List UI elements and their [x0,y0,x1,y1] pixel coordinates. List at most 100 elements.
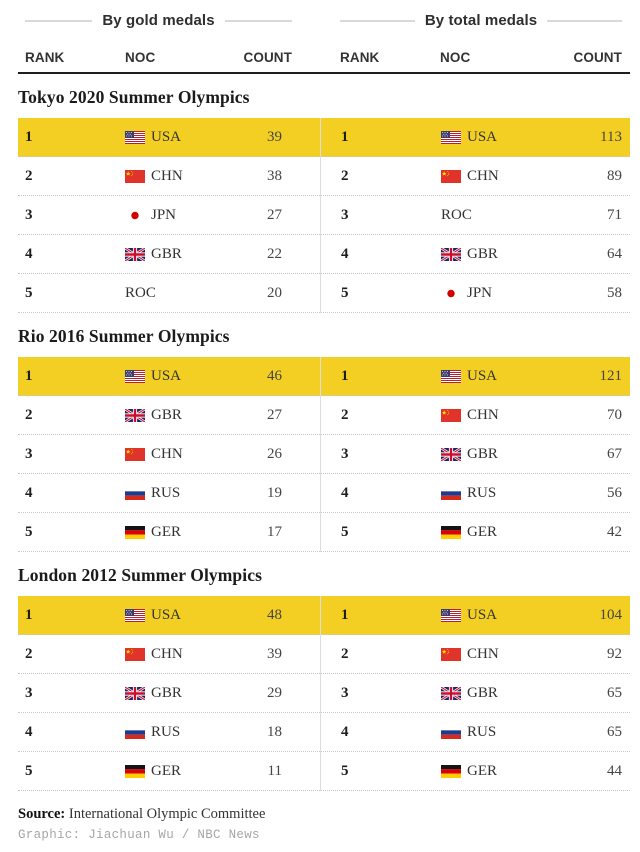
footer: Source: International Olympic Committee … [18,806,630,842]
rank-cell: 3 [25,445,33,462]
count-cell: 22 [267,245,282,262]
noc-cell: GER [125,763,222,780]
noc-cell: RUS [441,485,552,502]
section-rows: 1 USA 39 2 CHN 38 3 JPN 27 4 GBR 22 5 ROC 20 1 USA 113 2 CH… [18,118,630,313]
rank-cell: 1 [341,128,349,145]
rank-cell: 2 [25,645,33,662]
rank-cell: 1 [25,367,33,384]
medal-row: 2 CHN 92 [321,635,630,674]
medal-row: 3 ROC 71 [321,196,630,235]
flag-ger-icon [441,764,461,778]
rank-cell: 2 [25,167,33,184]
section-title: London 2012 Summer Olympics [18,565,263,585]
rank-cell: 5 [25,762,33,779]
rank-cell: 1 [25,606,33,623]
medal-row: 4 RUS 19 [18,474,320,513]
column-header-count: COUNT [573,50,622,65]
medal-row: 4 GBR 22 [18,235,320,274]
count-cell: 92 [607,645,622,662]
noc-code: GER [467,762,497,779]
flag-gbr-icon [125,408,145,422]
count-cell: 67 [607,445,622,462]
noc-cell: CHN [125,446,222,463]
flag-usa-icon [125,608,145,622]
noc-cell: JPN [125,207,222,224]
medal-row: 1 USA 48 [18,596,320,635]
flag-jpn-icon [441,286,461,300]
medal-row: 3 GBR 67 [321,435,630,474]
count-cell: 104 [599,606,623,623]
group-headers: By gold medals By total medals [18,12,630,29]
count-cell: 29 [267,684,282,701]
column-headers-gold: RANK NOC COUNT [18,50,320,65]
rank-cell: 4 [341,245,349,262]
rank-cell: 2 [341,167,349,184]
column-header-noc: NOC [440,50,471,65]
flag-chn-icon [441,169,461,183]
noc-cell: CHN [125,646,222,663]
medal-row: 4 GBR 64 [321,235,630,274]
noc-code: CHN [151,645,183,662]
count-cell: 46 [267,367,282,384]
noc-cell: RUS [441,724,552,741]
flag-ger-icon [125,764,145,778]
rank-cell: 5 [341,284,349,301]
medal-row: 5 GER 11 [18,752,320,791]
noc-code: RUS [467,723,497,740]
noc-code: RUS [467,484,497,501]
noc-code: GBR [151,684,182,701]
flag-rus-icon [125,486,145,500]
noc-code: USA [151,367,182,384]
flag-chn-icon [441,647,461,661]
medal-row: 3 CHN 26 [18,435,320,474]
credit-line: Graphic: Jiachuan Wu / NBC News [18,828,260,842]
noc-code: USA [151,606,182,623]
noc-code: ROC [125,284,156,301]
rank-cell: 3 [341,684,349,701]
medal-row: 2 CHN 70 [321,396,630,435]
noc-cell: CHN [441,407,552,424]
noc-cell: CHN [441,168,552,185]
column-headers: RANK NOC COUNT RANK NOC COUNT [18,50,630,65]
flag-gbr-icon [125,686,145,700]
medal-row: 1 USA 46 [18,357,320,396]
noc-cell: USA [441,607,552,624]
noc-cell: USA [441,129,552,146]
rank-cell: 4 [25,723,33,740]
medal-row: 5 GER 44 [321,752,630,791]
rank-cell: 1 [341,606,349,623]
count-cell: 64 [607,245,622,262]
table-by-gold: 1 USA 39 2 CHN 38 3 JPN 27 4 GBR 22 5 ROC 20 [18,118,320,313]
flag-jpn-icon [125,208,145,222]
count-cell: 17 [267,523,282,540]
header-rule [18,72,630,74]
count-cell: 27 [267,406,282,423]
noc-code: GBR [151,406,182,423]
rank-cell: 3 [25,684,33,701]
sections-container: Tokyo 2020 Summer Olympics 1 USA 39 2 CHN 38 3 J… [18,87,630,791]
rank-cell: 2 [341,406,349,423]
count-cell: 27 [267,206,282,223]
rank-cell: 3 [341,445,349,462]
section-rows: 1 USA 46 2 GBR 27 3 CHN 26 4 RUS 19 5 GER 17 1 USA 121 2 CH… [18,357,630,552]
medal-row: 1 USA 104 [321,596,630,635]
noc-cell: JPN [441,285,552,302]
count-cell: 38 [267,167,282,184]
flag-gbr-icon [125,247,145,261]
flag-ger-icon [441,525,461,539]
noc-code: RUS [151,723,181,740]
rank-cell: 1 [341,367,349,384]
flag-ger-icon [125,525,145,539]
flag-gbr-icon [441,686,461,700]
noc-code: GER [151,523,181,540]
noc-cell: GBR [441,685,552,702]
noc-cell: USA [441,368,552,385]
table-by-total: 1 USA 121 2 CHN 70 3 GBR 67 4 RUS 56 5 GER 42 [320,357,630,552]
medal-row: 1 USA 39 [18,118,320,157]
noc-code: USA [151,128,182,145]
count-cell: 113 [600,128,622,145]
medal-row: 2 CHN 38 [18,157,320,196]
noc-code: CHN [467,645,499,662]
noc-cell: RUS [125,724,222,741]
